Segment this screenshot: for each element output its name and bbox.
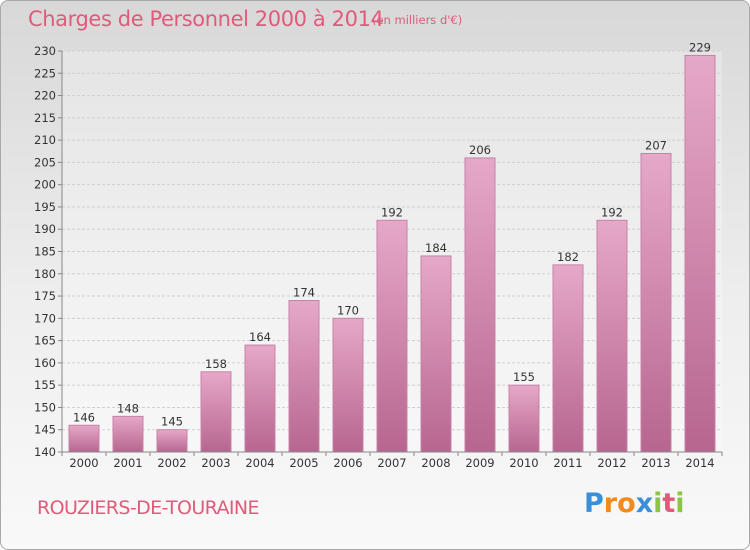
y-tick-label: 185 <box>34 245 56 259</box>
x-tick-label: 2001 <box>113 456 142 470</box>
bar <box>640 152 672 453</box>
bar <box>288 300 320 453</box>
y-tick-label: 145 <box>34 423 56 437</box>
x-tick-label: 2013 <box>641 456 670 470</box>
x-tick-label: 2004 <box>245 456 274 470</box>
data-label: 164 <box>249 330 271 344</box>
y-tick-label: 140 <box>34 445 56 459</box>
x-tick-label: 2006 <box>333 456 362 470</box>
logo-letter: r <box>603 488 618 519</box>
y-tick-label: 195 <box>34 200 56 214</box>
bar <box>332 317 364 453</box>
bar <box>464 157 496 453</box>
x-tick-label: 2000 <box>69 456 98 470</box>
data-label: 146 <box>73 410 95 424</box>
x-tick-label: 2011 <box>553 456 582 470</box>
data-label: 145 <box>161 415 183 429</box>
chart-subtitle: (en milliers d'€) <box>372 13 463 27</box>
y-tick-label: 155 <box>34 378 56 392</box>
bar <box>68 424 100 453</box>
data-labels: 146 148 145 158 164 174 170 192 184 206 155 182 192 2… <box>73 40 711 428</box>
bar <box>508 384 540 453</box>
x-tick-label: 2012 <box>597 456 626 470</box>
logo-letter: i <box>675 488 685 519</box>
proxiti-logo[interactable]: Proxiti <box>584 488 685 519</box>
x-tick-label: 2005 <box>289 456 318 470</box>
y-tick-label: 200 <box>34 178 56 192</box>
logo-letter: o <box>617 488 636 519</box>
y-tick-label: 160 <box>34 356 56 370</box>
data-label: 206 <box>469 143 491 157</box>
data-label: 192 <box>601 205 623 219</box>
data-label: 229 <box>689 40 711 54</box>
chart-title: Charges de Personnel 2000 à 2014 <box>28 7 384 31</box>
y-tick-label: 210 <box>34 133 56 147</box>
y-tick-label: 215 <box>34 111 56 125</box>
axes <box>61 51 722 453</box>
bar <box>596 219 628 453</box>
y-tick-label: 205 <box>34 155 56 169</box>
data-label: 174 <box>293 286 315 300</box>
y-tick-label: 190 <box>34 222 56 236</box>
data-label: 155 <box>513 370 535 384</box>
x-axis-ticks: 2000 2001 2002 2003 2004 2005 2006 2007 2008 2009… <box>61 452 723 470</box>
y-tick-label: 150 <box>34 400 56 414</box>
logo-letter: i <box>653 488 663 519</box>
data-label: 182 <box>557 250 579 264</box>
data-label: 148 <box>117 401 139 415</box>
y-tick-label: 180 <box>34 267 56 281</box>
y-tick-label: 225 <box>34 66 56 80</box>
y-tick-label: 230 <box>34 44 56 58</box>
bar <box>376 219 408 453</box>
data-label: 158 <box>205 357 227 371</box>
y-tick-label: 220 <box>34 89 56 103</box>
x-tick-label: 2009 <box>465 456 494 470</box>
logo-letter: P <box>584 488 604 519</box>
x-tick-label: 2014 <box>685 456 714 470</box>
x-tick-label: 2003 <box>201 456 230 470</box>
bar <box>684 54 716 453</box>
logo-letter: t <box>662 488 676 519</box>
x-tick-label: 2002 <box>157 456 186 470</box>
y-tick-label: 175 <box>34 289 56 303</box>
bar <box>420 255 452 453</box>
x-tick-label: 2008 <box>421 456 450 470</box>
logo-letter: x <box>635 488 654 519</box>
x-tick-label: 2010 <box>509 456 538 470</box>
data-label: 184 <box>425 241 447 255</box>
bar <box>156 429 188 453</box>
location-name: ROUZIERS-DE-TOURAINE <box>37 497 260 519</box>
bar <box>244 344 276 453</box>
data-label: 192 <box>381 205 403 219</box>
bar <box>112 415 144 453</box>
y-tick-label: 165 <box>34 334 56 348</box>
data-label: 207 <box>645 138 667 152</box>
y-axis-ticks: 140 145 150 155 160 165 170 175 180 185 190 195 200 2… <box>34 44 62 459</box>
bar <box>552 264 584 453</box>
y-tick-label: 170 <box>34 311 56 325</box>
bar <box>200 371 232 453</box>
data-label: 170 <box>337 303 359 317</box>
x-tick-label: 2007 <box>377 456 406 470</box>
